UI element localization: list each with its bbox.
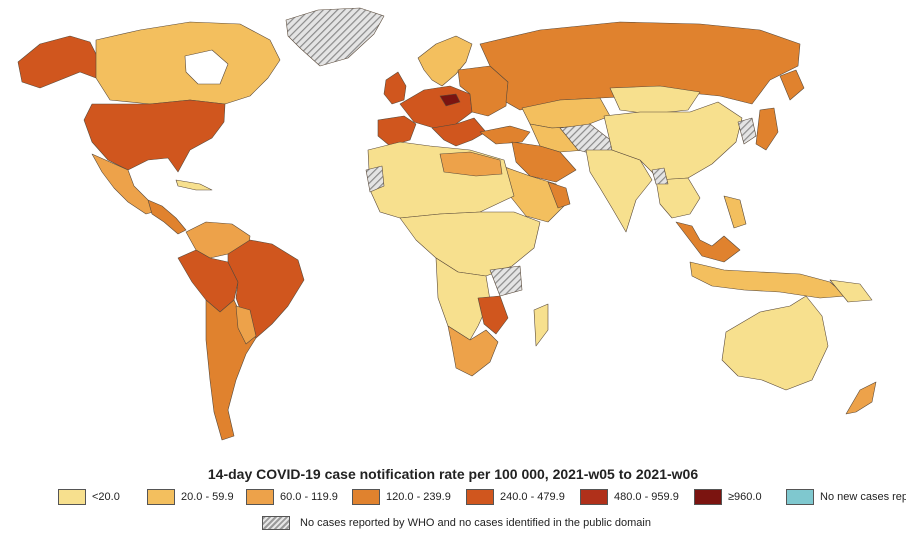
- korea-japan-hatch: [737, 117, 757, 145]
- china: [603, 101, 743, 181]
- legend-swatch: [580, 489, 608, 505]
- legend-item: 240.0 - 479.9: [466, 489, 570, 505]
- legend-item: 480.0 - 959.9: [580, 489, 684, 505]
- legend-label: <20.0: [92, 491, 120, 503]
- southern-africa-yellow: [435, 257, 491, 341]
- usa: [83, 99, 226, 173]
- legend-label: 20.0 - 59.9: [181, 491, 234, 503]
- legend-swatch: [58, 489, 86, 505]
- japan: [755, 107, 779, 151]
- italy-balkans: [431, 117, 487, 147]
- no-data-legend: No cases reported by WHO and no cases id…: [262, 516, 651, 530]
- southeast-asia: [655, 177, 701, 219]
- legend-item: 60.0 - 119.9: [246, 489, 342, 505]
- hudson-bay: [184, 49, 229, 85]
- iran-iraq: [511, 141, 577, 183]
- mongolia: [609, 85, 701, 115]
- legend-swatch: [786, 489, 814, 505]
- map-title: 14-day COVID-19 case notification rate p…: [207, 466, 699, 482]
- legend-swatch: [246, 489, 274, 505]
- legend-item: 20.0 - 59.9: [147, 489, 236, 505]
- png: [829, 279, 873, 303]
- legend-swatch: [466, 489, 494, 505]
- legend-label: No new cases reported: [820, 491, 906, 503]
- legend-item: No new cases reported: [786, 489, 906, 505]
- arabia: [501, 165, 567, 223]
- malaysia: [675, 221, 741, 263]
- uk-ireland: [383, 71, 407, 105]
- czechia: [439, 93, 461, 107]
- central-america: [147, 199, 187, 235]
- cuba: [175, 179, 213, 191]
- libya-egypt-orange: [439, 151, 503, 177]
- central-africa: [399, 211, 541, 277]
- legend-label: 60.0 - 119.9: [280, 491, 338, 503]
- legend-swatch: [694, 489, 722, 505]
- turkey: [479, 125, 531, 145]
- alaska: [17, 35, 99, 89]
- legend-label: 480.0 - 959.9: [614, 491, 679, 503]
- north-africa: [367, 141, 515, 219]
- scandinavia: [417, 35, 473, 87]
- greenland: [285, 7, 385, 67]
- legend-label: 120.0 - 239.9: [386, 491, 451, 503]
- australia: [721, 295, 829, 391]
- legend-label: ≥960.0: [728, 491, 762, 503]
- legend-label: 240.0 - 479.9: [500, 491, 565, 503]
- kamchatka: [779, 69, 805, 101]
- southern-africa-orange: [447, 325, 499, 377]
- world-map: [17, 7, 877, 441]
- paraguay-uruguay: [235, 305, 257, 345]
- legend-swatch: [147, 489, 175, 505]
- no-data-label: No cases reported by WHO and no cases id…: [300, 517, 651, 529]
- legend-swatch: [352, 489, 380, 505]
- madagascar: [533, 303, 549, 347]
- legend-item: 120.0 - 239.9: [352, 489, 456, 505]
- legend-item: ≥960.0: [694, 489, 776, 505]
- morocco-hatch: [365, 165, 385, 193]
- uae-oman: [547, 181, 571, 209]
- new-zealand: [845, 381, 877, 415]
- hatch-swatch: [262, 516, 290, 530]
- legend-item: <20.0: [58, 489, 137, 505]
- east-africa-hatch: [489, 265, 523, 297]
- zambia-zimbabwe: [477, 295, 509, 335]
- legend: <20.0 20.0 - 59.9 60.0 - 119.9 120.0 - 2…: [58, 489, 906, 505]
- peru-bolivia: [177, 249, 239, 313]
- indonesia: [689, 261, 847, 299]
- iberia: [377, 115, 417, 147]
- myanmar-hatch: [651, 167, 669, 185]
- philippines: [723, 195, 747, 229]
- russia: [479, 21, 801, 111]
